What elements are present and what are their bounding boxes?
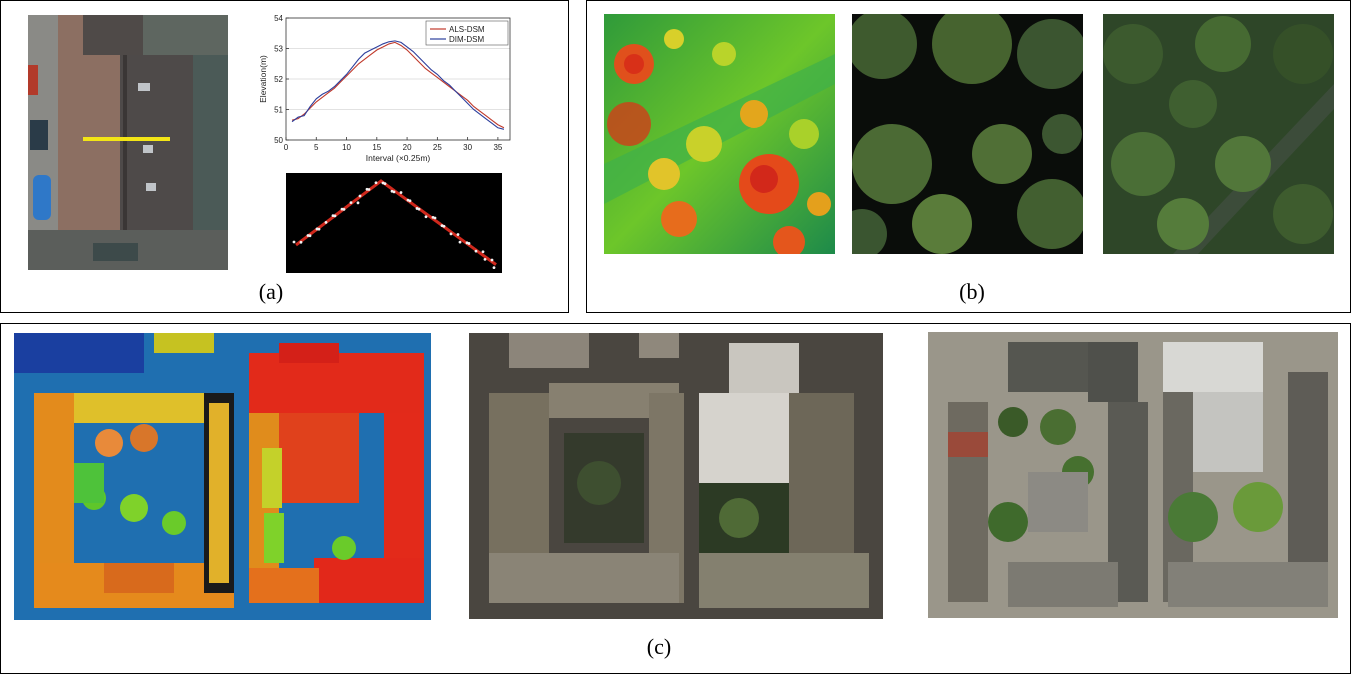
profile-point bbox=[292, 240, 296, 244]
x-tick-label: 35 bbox=[493, 143, 502, 152]
profile-point bbox=[317, 227, 321, 231]
profile-point bbox=[490, 258, 494, 262]
profile-point bbox=[308, 234, 312, 238]
x-tick-label: 20 bbox=[403, 143, 412, 152]
x-tick-label: 25 bbox=[433, 143, 442, 152]
profile-point bbox=[324, 221, 328, 224]
legend-box bbox=[425, 20, 509, 46]
urban-dim-pointcloud bbox=[469, 333, 883, 619]
elevation-chart-svg: 0 5 10 15 20 25 30 35 50 51 52 53 54 Interval (×0.25m… bbox=[258, 14, 511, 163]
urban-height-colored-pointcloud bbox=[14, 333, 431, 620]
y-axis-label: Elevation(m) bbox=[258, 55, 268, 103]
profile-point bbox=[356, 201, 360, 205]
profile-point bbox=[449, 232, 453, 236]
profile-point bbox=[408, 199, 412, 203]
x-tick-label: 30 bbox=[463, 143, 472, 152]
caption-b: (b) bbox=[959, 279, 985, 304]
x-axis-label: Interval (×0.25m) bbox=[366, 153, 431, 163]
profile-point bbox=[383, 182, 387, 186]
vegetation-aerial-orthophoto bbox=[1103, 14, 1334, 254]
profile-red-line bbox=[295, 179, 497, 266]
urban-aerial-orthophoto bbox=[928, 332, 1338, 618]
elevation-profile-chart: 0 5 10 15 20 25 30 35 50 51 52 53 54 Interval (×0.25m… bbox=[258, 12, 520, 170]
profile-point bbox=[333, 214, 337, 218]
x-tick-label: 5 bbox=[314, 143, 319, 152]
roof-profile-pointcloud bbox=[286, 173, 502, 273]
profile-point bbox=[342, 207, 346, 211]
x-tick-label: 10 bbox=[342, 143, 351, 152]
profile-point bbox=[483, 257, 487, 261]
vegetation-height-colored-pointcloud bbox=[604, 14, 835, 254]
legend-label: DIM-DSM bbox=[449, 35, 484, 44]
series-line-dim-dsm bbox=[291, 40, 505, 130]
profile-point bbox=[367, 188, 371, 191]
x-tick-label: 15 bbox=[372, 143, 381, 152]
profile-point bbox=[467, 242, 471, 245]
profile-point bbox=[442, 224, 446, 228]
y-tick-label: 52 bbox=[274, 75, 283, 84]
caption-a: (a) bbox=[258, 279, 284, 304]
profile-point bbox=[481, 250, 485, 254]
profile-point bbox=[358, 194, 362, 198]
profile-point bbox=[458, 240, 462, 244]
y-tick-label: 53 bbox=[274, 45, 283, 54]
y-tick-label: 50 bbox=[274, 136, 283, 145]
profile-point bbox=[474, 249, 478, 253]
profile-point bbox=[374, 181, 378, 185]
profile-point bbox=[349, 201, 353, 204]
profile-point bbox=[299, 240, 303, 244]
legend-label: ALS-DSM bbox=[449, 25, 485, 34]
vegetation-dim-pointcloud bbox=[852, 14, 1083, 254]
profile-point bbox=[424, 215, 428, 219]
profile-point bbox=[392, 190, 396, 194]
x-tick-label: 0 bbox=[284, 143, 289, 152]
profile-point bbox=[433, 216, 437, 220]
profile-point bbox=[399, 191, 403, 194]
y-tick-label: 54 bbox=[274, 14, 283, 23]
caption-c: (c) bbox=[646, 634, 672, 659]
roof-aerial-image bbox=[28, 15, 228, 270]
profile-point bbox=[456, 233, 460, 236]
series-line-als-dsm bbox=[291, 41, 505, 129]
profile-point bbox=[492, 266, 496, 270]
profile-point bbox=[417, 207, 421, 211]
y-tick-label: 51 bbox=[274, 106, 283, 115]
